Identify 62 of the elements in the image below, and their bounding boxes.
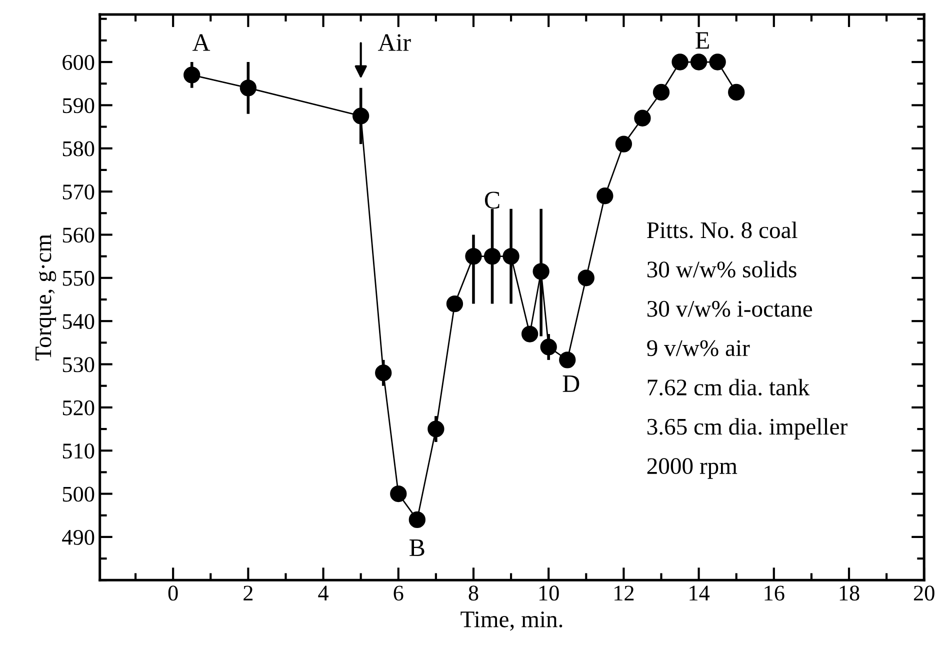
- x-tick-label: 12: [614, 586, 634, 600]
- annotation: 30 v/w% i-octane: [647, 300, 812, 317]
- x-tick-label: 18: [840, 586, 860, 601]
- annotation: A: [192, 34, 210, 51]
- y-tick-label: 580: [62, 141, 94, 156]
- point: [446, 295, 464, 312]
- point: [484, 248, 501, 265]
- annotation: 7.62 cm dia. tank: [648, 378, 810, 396]
- annotation: Air: [378, 34, 411, 51]
- annotation: 3.65 cm dia. impeller: [647, 418, 848, 440]
- point: [615, 136, 632, 152]
- point: [559, 352, 576, 368]
- x-tick-label: 6: [394, 586, 404, 601]
- x-tick-label: 0: [168, 586, 178, 601]
- point: [532, 263, 550, 280]
- point: [578, 270, 594, 286]
- y-tick-label: 550: [62, 270, 94, 286]
- x-tick-label: 4: [318, 586, 328, 600]
- point: [408, 511, 426, 528]
- x-tick-label: 10: [539, 586, 559, 601]
- point: [184, 66, 200, 84]
- x-tick-label: 2: [244, 586, 253, 600]
- annotation: Pitts. No. 8 coal: [647, 222, 798, 238]
- annotation: B: [410, 540, 424, 556]
- annotation: 2000 rpm: [647, 458, 738, 479]
- y-tick-label: 530: [62, 357, 94, 372]
- point: [690, 54, 708, 70]
- point: [652, 84, 670, 101]
- annotation: C: [484, 192, 500, 209]
- y-tick-label: 500: [62, 486, 94, 502]
- annotation: E: [696, 32, 709, 49]
- y-tick-label: 510: [62, 444, 94, 459]
- x-tick-label: 20: [914, 586, 934, 601]
- x-axis-title: Time, min.: [460, 611, 562, 631]
- point: [728, 84, 745, 101]
- point: [352, 108, 370, 124]
- x-tick-label: 14: [690, 586, 710, 600]
- y-tick-label: 540: [62, 314, 94, 330]
- y-tick-label: 560: [62, 228, 94, 243]
- annotation: 9 v/w% air: [647, 340, 750, 356]
- point: [540, 338, 557, 356]
- point: [596, 188, 614, 204]
- point: [465, 248, 482, 265]
- annotation: D: [562, 375, 580, 392]
- y-tick-label: 600: [62, 54, 94, 70]
- y-axis-title: Torque, g·cm: [36, 234, 56, 360]
- y-tick-label: 590: [62, 98, 94, 114]
- y-tick-label: 490: [62, 530, 94, 545]
- point: [634, 110, 651, 126]
- x-tick-label: 8: [468, 586, 478, 601]
- point: [709, 54, 726, 70]
- point: [672, 54, 688, 70]
- annotation: 30 w/w% solids: [647, 260, 796, 278]
- y-tick-label: 520: [62, 400, 94, 416]
- point: [240, 80, 257, 96]
- y-tick-label: 570: [62, 184, 94, 200]
- point: [502, 248, 520, 265]
- point: [375, 364, 392, 382]
- point: [390, 485, 407, 502]
- x-tick-label: 16: [764, 586, 784, 601]
- point: [521, 326, 538, 342]
- point: [428, 420, 444, 438]
